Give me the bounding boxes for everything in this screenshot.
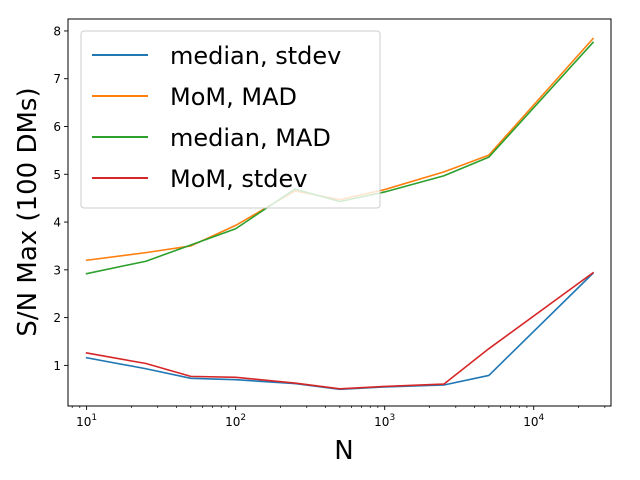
x-tick-label-exponent: 4 bbox=[538, 413, 544, 423]
x-axis-ticks: 101 102 103 104 bbox=[71, 406, 606, 429]
x-tick-label: 102 bbox=[225, 413, 246, 429]
legend: median, stdev MoM, MAD median, MAD MoM, std… bbox=[80, 30, 381, 209]
x-tick-label-base: 10 bbox=[523, 415, 538, 429]
x-tick-label: 103 bbox=[374, 413, 395, 429]
y-axis-title: S/N Max (100 DMs) bbox=[13, 87, 43, 336]
y-tick-label: 2 bbox=[53, 311, 61, 325]
x-tick-label-base: 10 bbox=[225, 415, 240, 429]
x-tick-label-exponent: 3 bbox=[389, 413, 395, 423]
legend-box bbox=[80, 30, 381, 209]
y-tick-label: 6 bbox=[53, 120, 61, 134]
legend-label-1: MoM, MAD bbox=[170, 83, 297, 111]
x-tick-label-exponent: 1 bbox=[91, 413, 97, 423]
plot-frame bbox=[67, 18, 612, 407]
y-tick-label: 8 bbox=[53, 24, 61, 38]
legend-label-3: MoM, stdev bbox=[170, 165, 307, 193]
y-tick-label: 7 bbox=[53, 72, 61, 86]
series-line-3 bbox=[85, 271, 595, 390]
y-axis-ticks: 1 2 3 4 5 6 7 8 bbox=[53, 24, 68, 373]
x-axis-title: N bbox=[334, 436, 353, 466]
legend-label-0: median, stdev bbox=[170, 42, 341, 70]
x-tick-label-exponent: 2 bbox=[240, 413, 246, 423]
legend-label-2: median, MAD bbox=[170, 124, 331, 152]
x-tick-label: 104 bbox=[523, 413, 544, 429]
y-tick-label: 1 bbox=[53, 359, 61, 373]
x-tick-label-base: 10 bbox=[76, 415, 91, 429]
x-tick-label: 101 bbox=[76, 413, 97, 429]
y-tick-label: 5 bbox=[53, 168, 61, 182]
y-tick-label: 4 bbox=[53, 216, 61, 230]
y-tick-label: 3 bbox=[53, 263, 61, 277]
x-tick-label-base: 10 bbox=[374, 415, 389, 429]
